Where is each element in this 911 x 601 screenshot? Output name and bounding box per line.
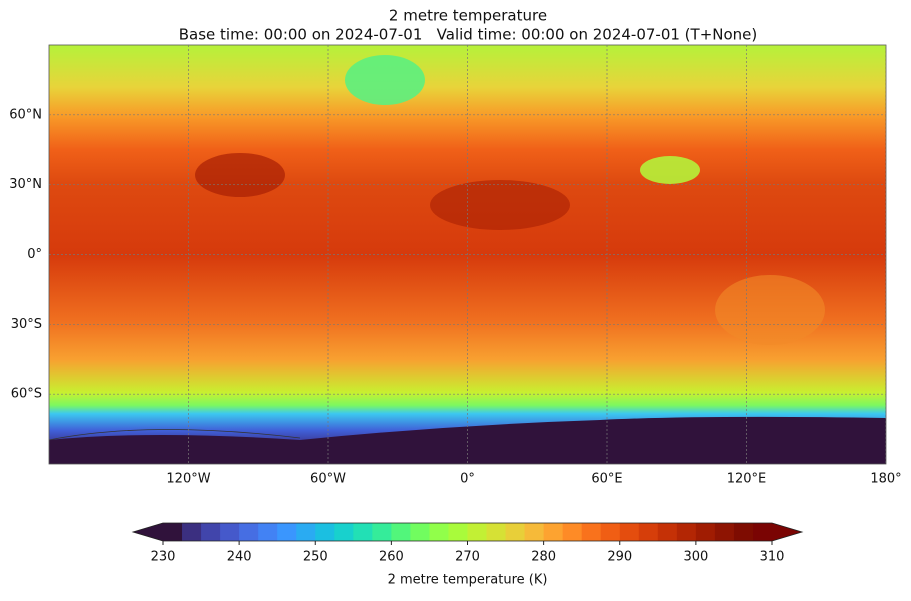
colorbar-swatch (638, 523, 659, 541)
colorbar-swatch (676, 523, 697, 541)
colorbar-swatch (429, 523, 449, 541)
colorbar-swatch (258, 523, 278, 541)
lon-tick-label: 60°W (310, 472, 346, 487)
colorbar-swatch (296, 523, 316, 541)
colorbar-swatch (524, 523, 545, 541)
colorbar-swatch (714, 523, 735, 541)
colorbar-tick-label: 300 (683, 550, 708, 565)
colorbar-swatch (277, 523, 297, 541)
colorbar-label: 2 metre temperature (K) (388, 573, 548, 588)
colorbar-swatch (695, 523, 716, 541)
colorbar-tick-label: 310 (760, 550, 785, 565)
colorbar-tick-label: 270 (455, 550, 480, 565)
colorbar-swatch (733, 523, 754, 541)
colorbar-swatch (182, 523, 202, 541)
colorbar-swatch (543, 523, 564, 541)
colorbar-swatch (505, 523, 526, 541)
lon-tick-label: 0° (460, 472, 475, 487)
colorbar-swatch (334, 523, 354, 541)
colorbar-tick-label: 250 (303, 550, 328, 565)
colorbar-swatch (391, 523, 411, 541)
colorbar-swatch (239, 523, 259, 541)
colorbar-tick-label: 260 (379, 550, 404, 565)
colorbar-swatch (353, 523, 373, 541)
lon-tick-label: 120°E (727, 472, 767, 487)
colorbar-swatch (372, 523, 392, 541)
colorbar-tick-label: 280 (531, 550, 556, 565)
colorbar-swatch (410, 523, 430, 541)
colorbar-swatch (201, 523, 221, 541)
colorbar-swatch (600, 523, 621, 541)
colorbar-tick-label: 290 (607, 550, 632, 565)
colorbar-swatch (619, 523, 640, 541)
lat-tick-label: 30°N (9, 177, 42, 192)
title: 2 metre temperature (389, 7, 547, 25)
colorbar-swatch (220, 523, 240, 541)
colorbar-tick-label: 230 (151, 550, 176, 565)
colorbar-swatch (448, 523, 468, 541)
colorbar-extend-low (133, 523, 163, 541)
colorbar-swatch (315, 523, 335, 541)
colorbar-swatch (486, 523, 507, 541)
colorbar-tick-label: 240 (227, 550, 252, 565)
lon-tick-label: 60°E (591, 472, 622, 487)
lon-tick-label: 180° (870, 472, 901, 487)
subtitle: Base time: 00:00 on 2024-07-01 Valid tim… (179, 26, 758, 44)
colorbar-swatch (562, 523, 583, 541)
lat-tick-label: 0° (27, 247, 42, 262)
lon-tick-label: 120°W (166, 472, 210, 487)
colorbar-swatch (657, 523, 678, 541)
colorbar-swatch (467, 523, 488, 541)
colorbar-swatch (581, 523, 602, 541)
colorbar-swatch (163, 523, 183, 541)
lat-tick-label: 60°S (11, 387, 42, 402)
colorbar-extend-high (772, 523, 802, 541)
lat-tick-label: 60°N (9, 107, 42, 122)
colorbar-swatch (752, 523, 773, 541)
lat-tick-label: 30°S (11, 317, 42, 332)
